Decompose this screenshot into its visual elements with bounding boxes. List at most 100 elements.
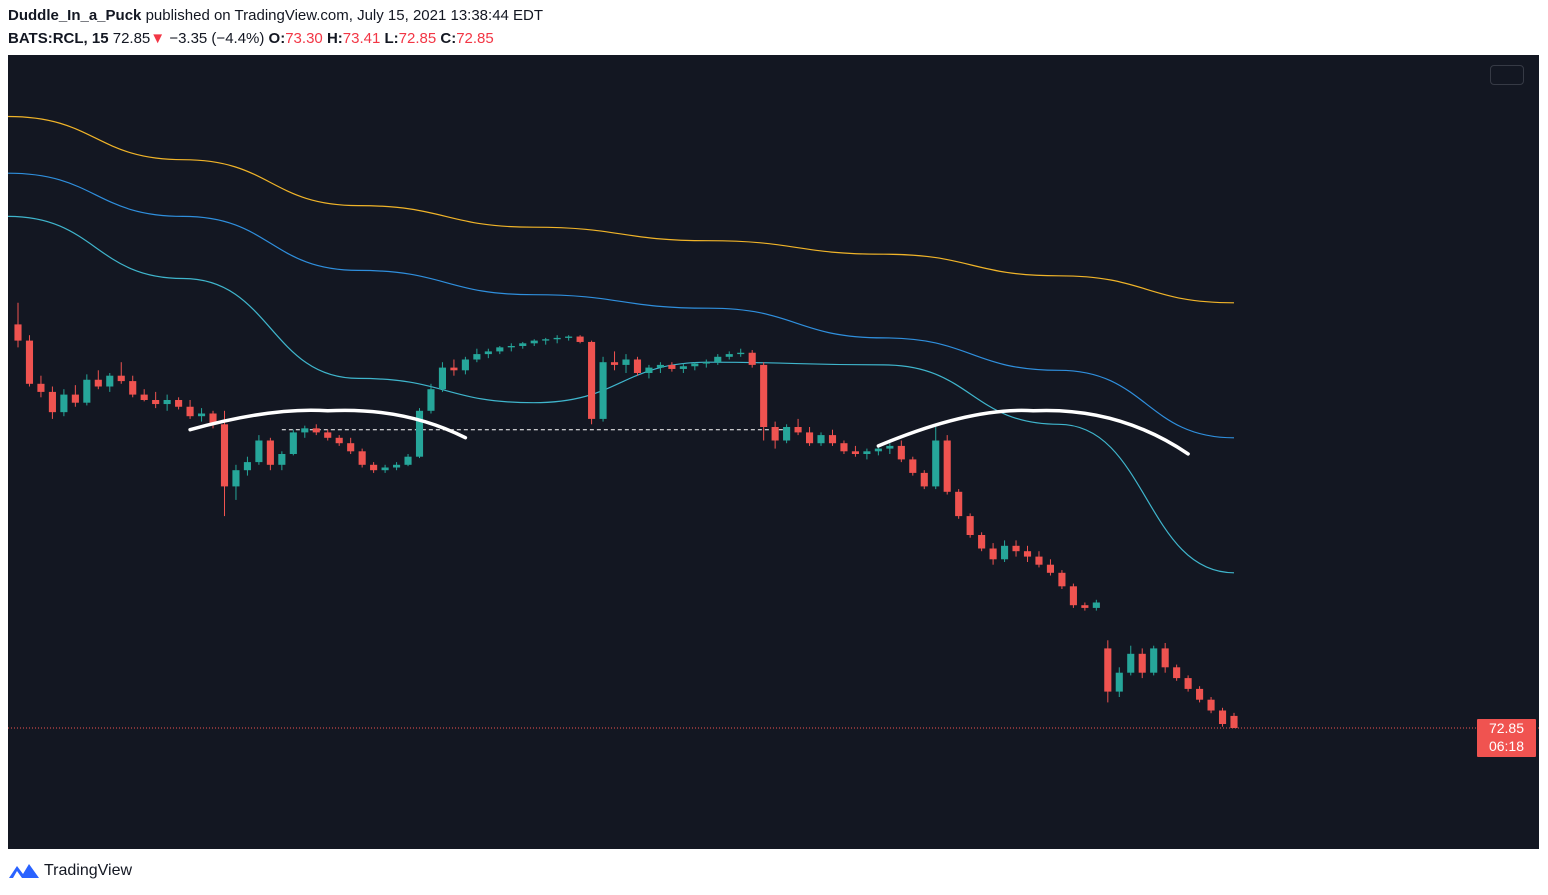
candle-body — [828, 435, 837, 444]
candle-body — [255, 440, 263, 463]
candle-body — [622, 359, 630, 365]
candle-body — [197, 413, 206, 417]
candle-body — [851, 451, 859, 454]
candle-body — [1081, 605, 1089, 608]
candle-body — [60, 394, 68, 413]
candle-body — [266, 440, 274, 465]
candle-body — [175, 400, 183, 407]
candle-body — [805, 432, 814, 444]
publish-info: Duddle_In_a_Puck published on TradingVie… — [8, 6, 1538, 26]
candle-body — [691, 363, 699, 367]
author-name[interactable]: Duddle_In_a_Puck — [8, 7, 142, 24]
candle-body — [1023, 551, 1032, 557]
candle-body — [989, 548, 997, 560]
rounded-top-arc-right — [876, 408, 1190, 456]
candle-body — [553, 337, 561, 340]
candle-body — [393, 464, 401, 468]
candle-body — [1127, 653, 1135, 673]
close-value: 72.85 — [456, 30, 494, 47]
high-label: H: — [326, 30, 343, 47]
candle-body — [301, 428, 309, 433]
chart-panel[interactable]: 72.85 06:18 — [8, 55, 1539, 849]
candle-body — [542, 339, 550, 341]
candle-body — [783, 427, 791, 441]
candle-body — [427, 389, 435, 411]
candle-body — [1196, 688, 1204, 700]
moving-average-line-2 — [8, 172, 1235, 439]
candle-body — [347, 443, 355, 452]
candle-body — [920, 472, 928, 487]
candle-body — [1058, 572, 1066, 587]
candle-body — [519, 343, 527, 346]
candle-body — [14, 324, 22, 341]
candle-body — [932, 440, 940, 487]
candle-body — [840, 443, 848, 452]
moving-average-line-3 — [8, 215, 1235, 574]
candle-body — [278, 454, 286, 465]
candle-body — [358, 451, 366, 465]
candle-body — [71, 394, 79, 403]
close-label: C: — [440, 30, 457, 47]
candle-body — [794, 427, 802, 433]
chart-header: Duddle_In_a_Puck published on TradingVie… — [8, 6, 1538, 49]
candle-body — [370, 464, 378, 471]
candle-body — [1046, 564, 1055, 573]
candle-body — [25, 340, 34, 384]
candle-body — [1184, 678, 1192, 689]
candle-body — [117, 375, 125, 382]
candle-body — [335, 437, 343, 444]
candle-body — [94, 379, 102, 387]
candle-body — [737, 352, 745, 355]
price-chart[interactable] — [8, 55, 1539, 849]
brand-name[interactable]: TradingView — [44, 862, 133, 879]
candle-body — [656, 364, 664, 368]
candle-body — [897, 445, 905, 460]
candle-body — [817, 435, 825, 444]
candle-body — [450, 367, 458, 371]
candle-body — [163, 400, 171, 405]
last-price-tag: 72.85 06:18 — [1477, 719, 1536, 758]
candle-body — [565, 336, 573, 338]
candle-body — [209, 413, 217, 425]
candle-body — [679, 366, 687, 369]
candle-body — [232, 470, 240, 487]
low-value: 72.85 — [398, 30, 437, 47]
candle-body — [702, 362, 710, 364]
screenshot-button[interactable] — [1490, 65, 1524, 85]
candle-body — [1173, 667, 1181, 679]
candle-body — [289, 432, 297, 454]
candle-body — [645, 367, 653, 373]
candle-body — [1115, 672, 1123, 692]
candle-body — [1161, 648, 1169, 668]
candle-body — [633, 359, 642, 373]
candle-body — [1207, 699, 1215, 711]
candle-body — [610, 362, 619, 365]
candle-body — [152, 400, 160, 405]
candle-body — [886, 445, 894, 449]
candle-body — [955, 491, 963, 517]
candle-body — [714, 356, 722, 363]
candle-body — [599, 362, 607, 419]
price-tag-countdown: 06:18 — [1488, 738, 1525, 755]
candle-body — [404, 456, 412, 465]
published-text: published on TradingView.com, July 15, 2… — [145, 7, 544, 24]
open-value: 73.30 — [285, 30, 323, 47]
candle-body — [220, 424, 229, 487]
candle-body — [1230, 715, 1238, 729]
candle-body — [1001, 545, 1009, 560]
candle-body — [760, 364, 768, 427]
candle-body — [978, 535, 986, 549]
candle-body — [943, 440, 951, 492]
candle-body — [530, 340, 538, 344]
candle-body — [484, 351, 492, 355]
candle-body — [874, 448, 882, 452]
tradingview-logo-icon[interactable] — [8, 862, 40, 880]
candle-body — [771, 427, 779, 441]
candle-body — [381, 467, 389, 471]
candle-body — [1138, 653, 1146, 673]
candle-body — [496, 347, 504, 352]
symbol-label[interactable]: BATS:RCL, 15 — [8, 30, 109, 47]
high-value: 73.41 — [342, 30, 381, 47]
candle-body — [415, 410, 424, 457]
candle-body — [37, 383, 45, 392]
